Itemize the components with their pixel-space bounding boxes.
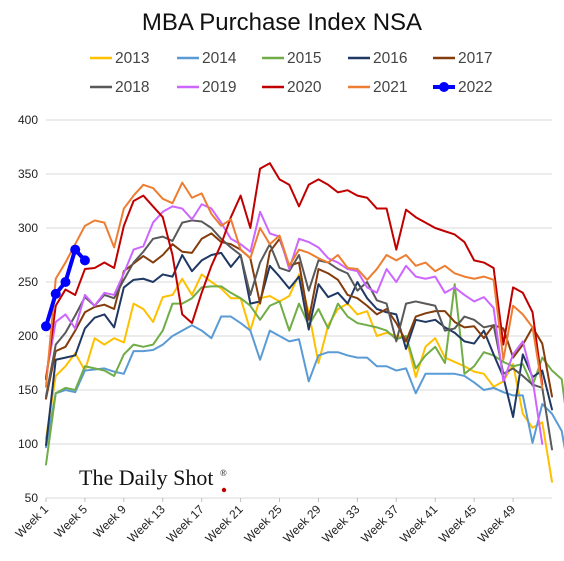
legend-label-2017: 2017 — [458, 50, 492, 67]
y-tick-label: 300 — [18, 221, 38, 235]
y-tick-label: 250 — [18, 275, 38, 289]
y-axis: 50 100 150 200 250 300 350 400 — [18, 113, 38, 505]
legend-label-2015: 2015 — [287, 50, 321, 67]
y-tick-label: 50 — [25, 491, 39, 505]
legend-marker-2022 — [439, 82, 449, 92]
series-lines — [41, 162, 564, 483]
y-tick-label: 100 — [18, 437, 38, 451]
series-point-2022 — [50, 288, 61, 299]
y-tick-label: 400 — [18, 113, 38, 127]
legend-label-2021: 2021 — [373, 79, 407, 96]
series-line-2020 — [45, 162, 544, 386]
brand-mark: ® — [220, 468, 227, 478]
brand-logo: The Daily Shot ® — [79, 465, 227, 493]
chart-title: MBA Purchase Index NSA — [142, 9, 422, 36]
series-line-2021 — [45, 181, 544, 389]
series-point-2022 — [70, 244, 81, 255]
legend-label-2019: 2019 — [202, 79, 236, 96]
series-line-2017 — [45, 232, 553, 400]
legend-label-2022: 2022 — [458, 79, 492, 96]
series-line-2018 — [45, 219, 553, 451]
legend-label-2018: 2018 — [115, 79, 149, 96]
series-point-2022 — [79, 255, 90, 266]
series-line-2016 — [45, 251, 553, 447]
brand-dot — [221, 487, 227, 493]
y-tick-label: 150 — [18, 383, 38, 397]
legend-label-2020: 2020 — [287, 79, 322, 96]
series-line-2014 — [45, 315, 564, 450]
series-line-2013 — [45, 273, 553, 483]
series-line-2019 — [45, 203, 544, 445]
brand-text: The Daily Shot — [79, 465, 213, 490]
series-point-2022 — [41, 321, 51, 332]
legend-label-2013: 2013 — [115, 50, 149, 67]
legend: 2013 2014 2015 2016 2017 2018 2019 2020 2021 2022 — [90, 50, 492, 96]
series-point-2022 — [60, 277, 71, 287]
y-tick-label: 200 — [18, 329, 38, 343]
y-tick-label: 350 — [18, 167, 38, 181]
legend-label-2014: 2014 — [202, 50, 237, 67]
legend-label-2016: 2016 — [373, 50, 407, 67]
